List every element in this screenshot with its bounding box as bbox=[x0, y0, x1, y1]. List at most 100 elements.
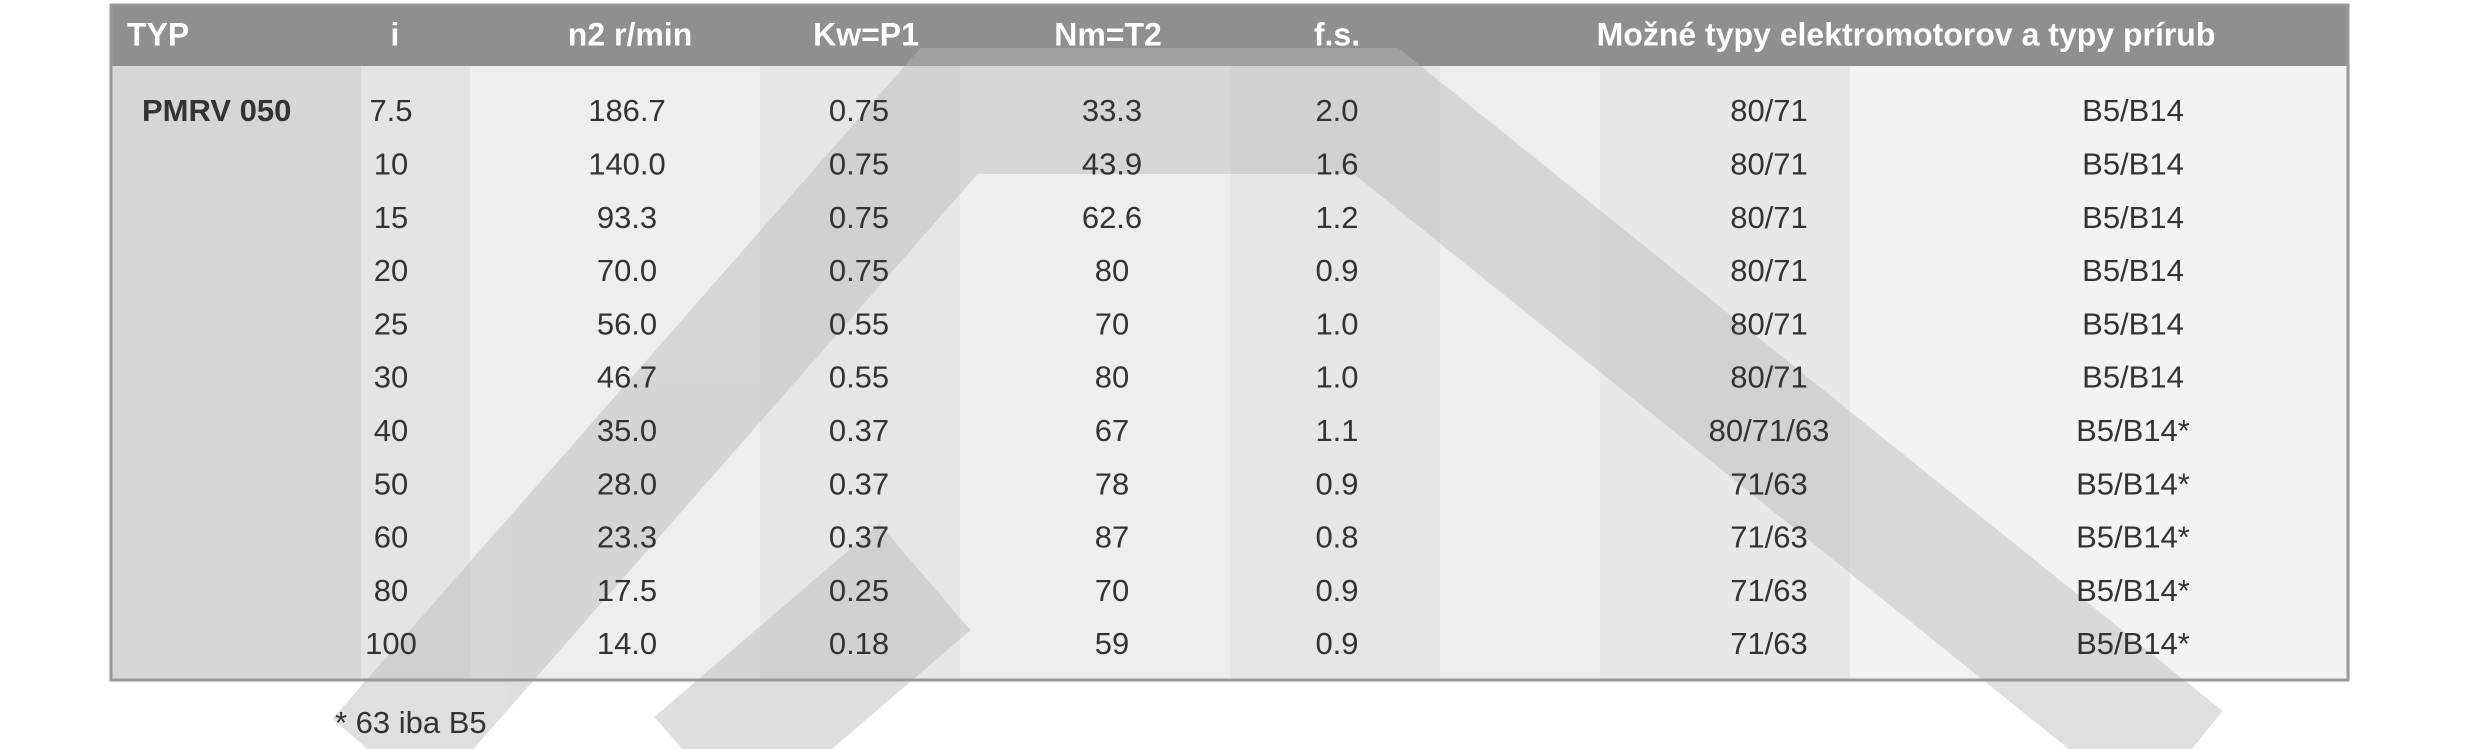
table-cell: B5/B14* bbox=[2076, 413, 2190, 448]
column-header: Kw=P1 bbox=[813, 16, 919, 52]
table-cell: 60 bbox=[374, 520, 408, 555]
column-header: f.s. bbox=[1314, 16, 1360, 52]
table-cell: 0.75 bbox=[829, 93, 889, 128]
table-cell: 0.25 bbox=[829, 573, 889, 608]
table-cell: 71/63 bbox=[1730, 520, 1808, 555]
table-cell: 59 bbox=[1095, 626, 1129, 661]
table-cell: 80/71 bbox=[1730, 200, 1808, 235]
table-cell: B5/B14 bbox=[2082, 360, 2184, 395]
table-cell: 80/71 bbox=[1730, 93, 1808, 128]
table-cell: 20 bbox=[374, 253, 408, 288]
table-cell: 140.0 bbox=[588, 146, 666, 181]
table-cell: 80/71 bbox=[1730, 253, 1808, 288]
table-cell: 1.2 bbox=[1315, 200, 1358, 235]
table-cell: 0.9 bbox=[1315, 573, 1358, 608]
table-cell: 46.7 bbox=[597, 360, 657, 395]
table-cell: 0.37 bbox=[829, 466, 889, 501]
table-cell: 10 bbox=[374, 146, 408, 181]
column-band bbox=[111, 66, 361, 680]
table-cell: 56.0 bbox=[597, 306, 657, 341]
table-cell: B5/B14* bbox=[2076, 466, 2190, 501]
table-cell: 70.0 bbox=[597, 253, 657, 288]
table-cell: 67 bbox=[1095, 413, 1129, 448]
column-band bbox=[1440, 66, 1600, 680]
table-cell: 0.37 bbox=[829, 413, 889, 448]
table-cell: 100 bbox=[365, 626, 417, 661]
table-cell: 80 bbox=[374, 573, 408, 608]
table-cell: 50 bbox=[374, 466, 408, 501]
column-header: Možné typy elektromotorov a typy prírub bbox=[1597, 16, 2216, 52]
table-cell: 0.18 bbox=[829, 626, 889, 661]
table-cell: 7.5 bbox=[369, 93, 412, 128]
table-cell: B5/B14* bbox=[2076, 520, 2190, 555]
table-cell: B5/B14 bbox=[2082, 306, 2184, 341]
table-cell: 0.9 bbox=[1315, 253, 1358, 288]
table-cell: B5/B14* bbox=[2076, 573, 2190, 608]
table-cell: 0.75 bbox=[829, 253, 889, 288]
table-cell: 23.3 bbox=[597, 520, 657, 555]
table-cell: 0.37 bbox=[829, 520, 889, 555]
table-cell: 71/63 bbox=[1730, 573, 1808, 608]
table-cell: 80/71/63 bbox=[1709, 413, 1830, 448]
column-header: TYP bbox=[127, 16, 189, 52]
table-cell: 70 bbox=[1095, 573, 1129, 608]
column-band bbox=[1230, 66, 1440, 680]
table-cell: 15 bbox=[374, 200, 408, 235]
table-cell: 78 bbox=[1095, 466, 1129, 501]
table-cell: 14.0 bbox=[597, 626, 657, 661]
table-cell: 0.9 bbox=[1315, 466, 1358, 501]
table-cell: 0.75 bbox=[829, 200, 889, 235]
table-cell: 71/63 bbox=[1730, 626, 1808, 661]
watermark-shape bbox=[654, 523, 971, 749]
table-cell: 70 bbox=[1095, 306, 1129, 341]
table-cell: 0.9 bbox=[1315, 626, 1358, 661]
watermark bbox=[332, 47, 2223, 749]
table-cell: 0.55 bbox=[829, 306, 889, 341]
table-cell: 33.3 bbox=[1082, 93, 1142, 128]
watermark-shape bbox=[332, 47, 2223, 749]
table-cell: 1.0 bbox=[1315, 360, 1358, 395]
table-cell: 186.7 bbox=[588, 93, 666, 128]
column-band bbox=[960, 66, 1230, 680]
footnote: * 63 iba B5 bbox=[335, 705, 487, 740]
column-band bbox=[361, 66, 470, 680]
header-band bbox=[111, 5, 2348, 66]
table-cell: 0.75 bbox=[829, 146, 889, 181]
column-header: Nm=T2 bbox=[1054, 16, 1162, 52]
table-cell: B5/B14 bbox=[2082, 200, 2184, 235]
table-cell: 0.8 bbox=[1315, 520, 1358, 555]
table-cell: 25 bbox=[374, 306, 408, 341]
column-band bbox=[1600, 66, 1850, 680]
table-border bbox=[109, 3, 2350, 682]
table-cell: 80/71 bbox=[1730, 146, 1808, 181]
column-band bbox=[470, 66, 760, 680]
column-band bbox=[760, 66, 960, 680]
table-cell: 1.6 bbox=[1315, 146, 1358, 181]
table-cell: 43.9 bbox=[1082, 146, 1142, 181]
table-cell: 1.1 bbox=[1315, 413, 1358, 448]
table-cell: 0.55 bbox=[829, 360, 889, 395]
table-cell: 80 bbox=[1095, 253, 1129, 288]
table-cell: 35.0 bbox=[597, 413, 657, 448]
table-cell: 30 bbox=[374, 360, 408, 395]
table-cell: B5/B14 bbox=[2082, 253, 2184, 288]
table-cell: 62.6 bbox=[1082, 200, 1142, 235]
table-background bbox=[111, 5, 2348, 680]
table-cell: 80/71 bbox=[1730, 306, 1808, 341]
table-cell: 1.0 bbox=[1315, 306, 1358, 341]
type-label: PMRV 050 bbox=[142, 93, 291, 128]
table-cell: 71/63 bbox=[1730, 466, 1808, 501]
table-cell: 80/71 bbox=[1730, 360, 1808, 395]
column-header: i bbox=[391, 16, 400, 52]
table-cell: 2.0 bbox=[1315, 93, 1358, 128]
column-band bbox=[1850, 66, 2348, 680]
table-cell: 40 bbox=[374, 413, 408, 448]
table-cell: B5/B14 bbox=[2082, 146, 2184, 181]
table: TYP i n2 r/min Kw=P1 Nm=T2 f.s. Možné typy ele… bbox=[109, 3, 2350, 682]
table-cell: 28.0 bbox=[597, 466, 657, 501]
table-cell: 93.3 bbox=[597, 200, 657, 235]
column-header: n2 r/min bbox=[568, 16, 692, 52]
table-cell: B5/B14* bbox=[2076, 626, 2190, 661]
table-cell: 87 bbox=[1095, 520, 1129, 555]
